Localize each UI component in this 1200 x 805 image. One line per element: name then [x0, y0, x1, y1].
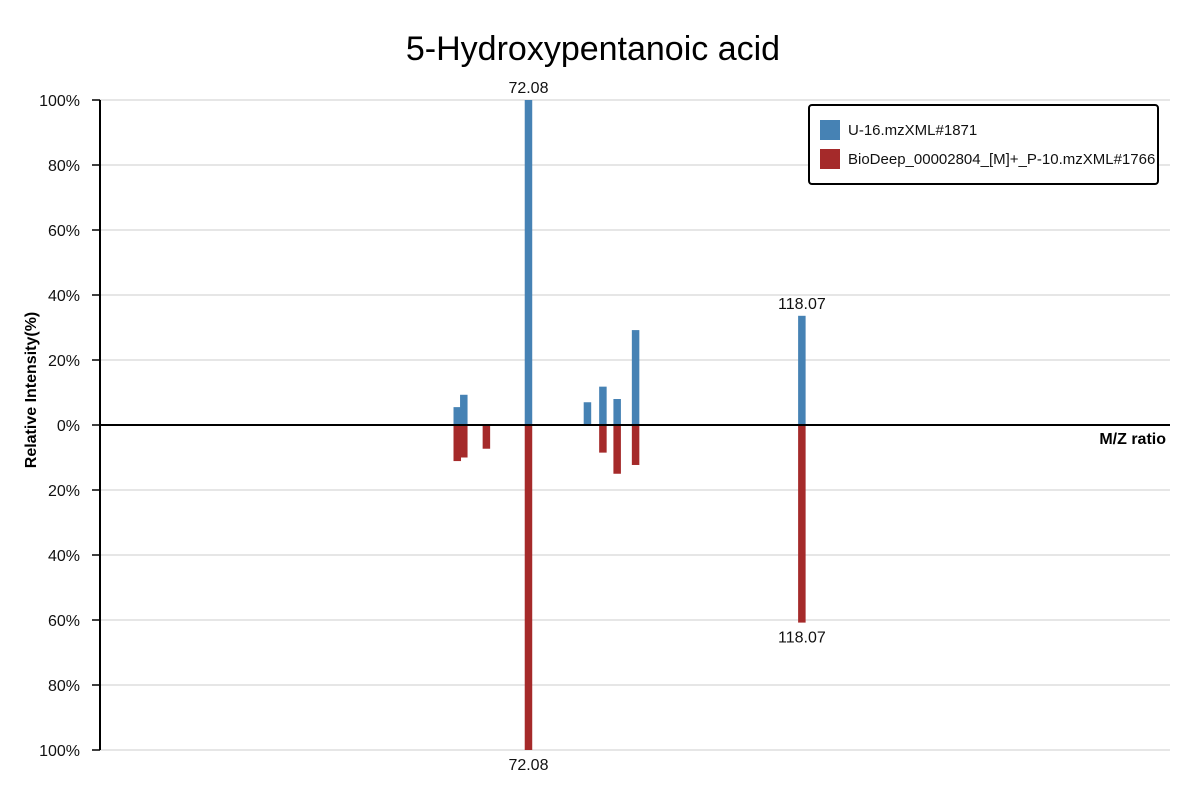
reference-peak-bar: [453, 425, 462, 462]
legend-label-series-1: U-16.mzXML#1871: [848, 122, 977, 139]
y-tick-label: 80%: [48, 158, 80, 175]
reference-peak-bar: [599, 425, 607, 453]
legend-swatch-series-2: [820, 149, 840, 169]
chart-title: 5-Hydroxypentanoic acid: [406, 30, 780, 68]
y-tick-label: 100%: [39, 743, 80, 760]
legend-label-series-2: BioDeep_00002804_[M]+_P-10.mzXML#1766: [848, 151, 1155, 168]
y-tick-label: 40%: [48, 288, 80, 305]
query-peak-bar: [583, 402, 592, 425]
query-peak-bar: [524, 100, 533, 425]
query-peak-bar: [798, 315, 806, 425]
y-tick-label: 40%: [48, 548, 80, 565]
query-peak-bar: [613, 399, 621, 425]
y-axis-ticks: 100% 80% 60% 40% 20% 0% 20% 40% 60% 80% 100%: [39, 93, 100, 760]
peak-labels: 72.08 118.07 72.08 118.07: [508, 80, 825, 774]
y-axis-title: Relative Intensity(%): [23, 312, 40, 468]
y-tick-label: 20%: [48, 483, 80, 500]
peak-label: 118.07: [778, 296, 826, 313]
y-tick-label: 60%: [48, 223, 80, 240]
query-peak-bar: [631, 330, 640, 425]
axes: [99, 100, 1170, 750]
query-peak-bar: [599, 386, 607, 425]
spectrum-bars: [453, 100, 806, 750]
y-tick-label: 0%: [57, 418, 80, 435]
reference-peak-bar: [631, 425, 640, 465]
query-peak-bar: [460, 394, 468, 425]
reference-peak-bar: [482, 425, 491, 449]
y-tick-label: 20%: [48, 353, 80, 370]
x-axis-title: M/Z ratio: [1099, 431, 1166, 448]
query-peak-bar: [453, 407, 462, 425]
y-tick-label: 60%: [48, 613, 80, 630]
legend: U-16.mzXML#1871 BioDeep_00002804_[M]+_P-…: [808, 104, 1159, 185]
y-tick-label: 80%: [48, 678, 80, 695]
reference-peak-bar: [798, 425, 806, 623]
legend-box: [808, 104, 1159, 185]
peak-label: 118.07: [778, 630, 826, 647]
peak-label: 72.08: [508, 757, 548, 774]
legend-swatch-series-1: [820, 120, 840, 140]
reference-peak-bar: [613, 425, 621, 474]
peak-label: 72.08: [508, 80, 548, 97]
y-tick-label: 100%: [39, 93, 80, 110]
reference-peak-bar: [460, 425, 468, 458]
reference-peak-bar: [524, 425, 533, 750]
